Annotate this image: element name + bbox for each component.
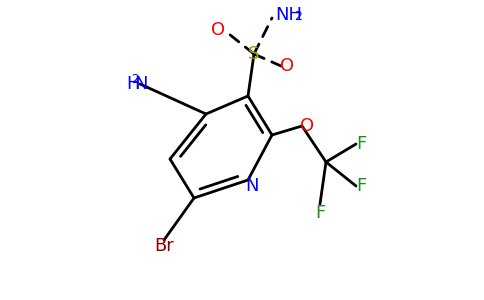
Text: F: F bbox=[315, 204, 325, 222]
Text: N: N bbox=[134, 75, 148, 93]
Text: 2: 2 bbox=[294, 10, 302, 23]
Text: O: O bbox=[301, 117, 315, 135]
Text: NH: NH bbox=[275, 6, 302, 24]
Text: O: O bbox=[211, 21, 225, 39]
Text: O: O bbox=[280, 57, 294, 75]
Text: F: F bbox=[356, 177, 366, 195]
Text: N: N bbox=[245, 177, 258, 195]
Text: 2: 2 bbox=[131, 73, 138, 86]
Text: H: H bbox=[126, 75, 140, 93]
Text: Br: Br bbox=[154, 237, 174, 255]
Text: S: S bbox=[248, 45, 260, 63]
Text: F: F bbox=[356, 135, 366, 153]
